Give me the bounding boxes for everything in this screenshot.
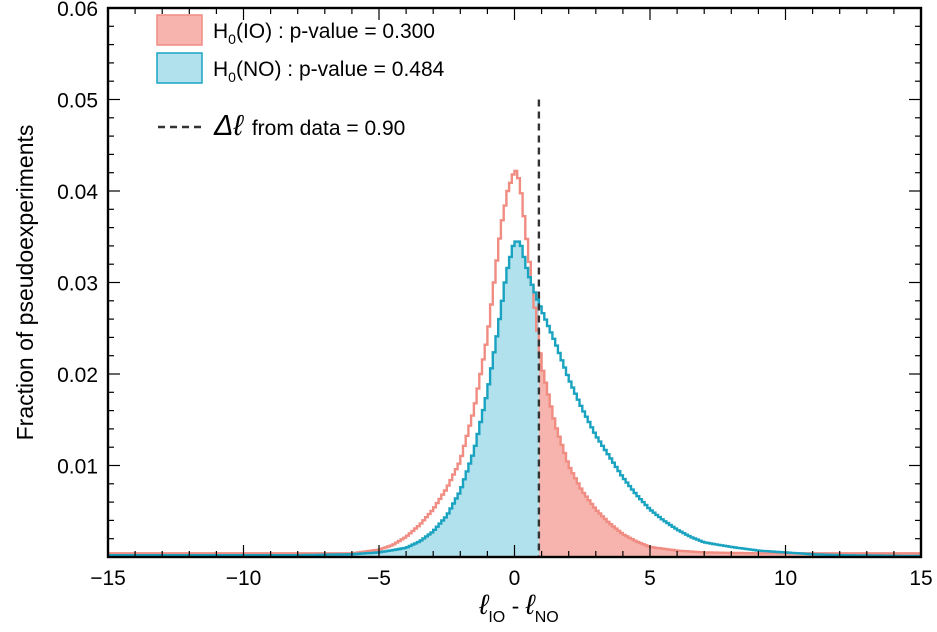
y-tick-label: 0.04 <box>57 181 98 204</box>
histogram-fills <box>108 241 921 557</box>
axes-group: −15 −10 −5 0 5 10 15 0.01 0.02 0.03 0.04 0.05 0.06 Fr… <box>12 0 933 626</box>
y-axis-label: Fraction of pseudoexperiments <box>12 125 38 441</box>
x-tick-label: 15 <box>909 567 932 590</box>
series-line-io <box>108 169 921 555</box>
legend-label-io: H0(IO) : p-value = 0.300 <box>213 20 435 47</box>
y-tick-label: 0.01 <box>57 456 98 479</box>
x-tick-label: 10 <box>774 567 797 590</box>
y-tick-label: 0.03 <box>57 273 98 296</box>
y-tick-label: 0.06 <box>57 0 98 21</box>
series-line-no <box>108 240 921 558</box>
histogram-outlines <box>108 169 921 558</box>
fill-no <box>108 241 539 557</box>
legend-label-data-line: Δℓ from data = 0.90 <box>213 110 405 142</box>
legend-label-no: H0(NO) : p-value = 0.484 <box>213 58 445 85</box>
y-tick-label: 0.05 <box>57 90 98 113</box>
legend-swatch-io <box>156 14 203 46</box>
legend-swatch-no <box>156 52 203 84</box>
x-tick-label: 5 <box>644 567 656 590</box>
x-tick-label: −15 <box>90 567 126 590</box>
x-axis-label: ℓIO - ℓNO <box>478 589 558 626</box>
y-tick-label: 0.02 <box>57 364 98 387</box>
x-tick-label: −10 <box>226 567 262 590</box>
x-tick-label: 0 <box>509 567 521 590</box>
legend: H0(IO) : p-value = 0.300 H0(NO) : p-value… <box>156 14 445 142</box>
x-tick-label: −5 <box>367 567 391 590</box>
fill-io <box>538 353 921 557</box>
